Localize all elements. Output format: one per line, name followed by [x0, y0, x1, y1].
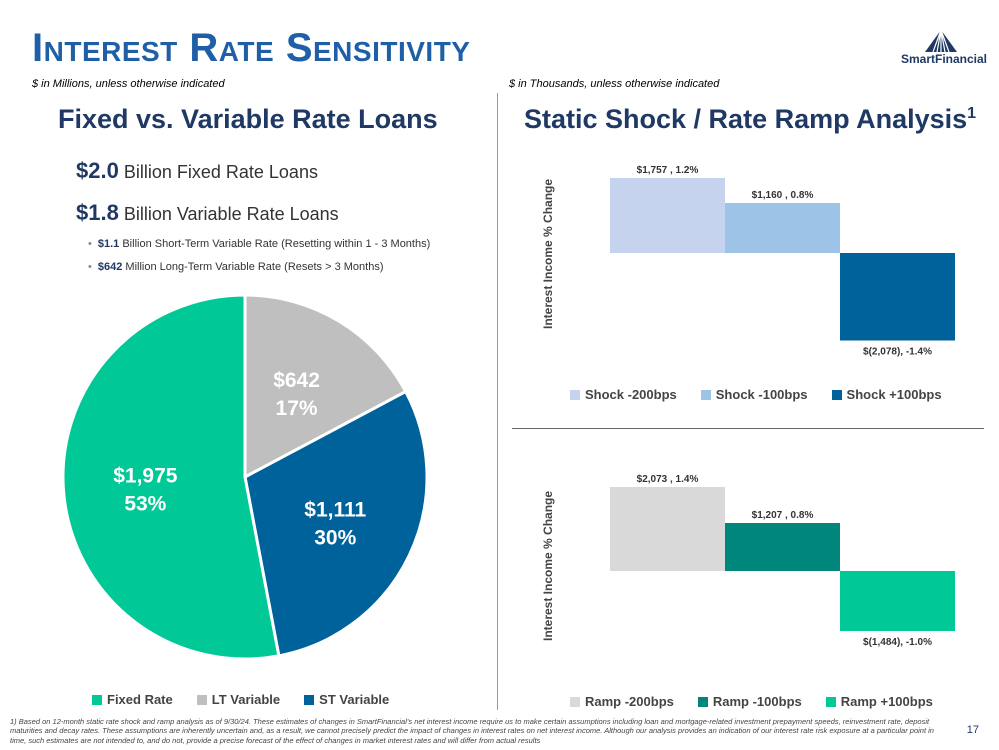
shock-bar-shock-100bps — [840, 253, 955, 341]
fixed-loans-value: $2.0 — [76, 158, 119, 183]
pie-legend-st-variable: ST Variable — [304, 692, 389, 707]
left-heading: Fixed vs. Variable Rate Loans — [58, 104, 438, 134]
pie-slice-fixed-rate — [61, 293, 281, 661]
legend-swatch — [92, 694, 102, 705]
shock-legend: Shock -200bps Shock -100bps Shock +100bps — [570, 387, 942, 402]
variable-loans-value: $1.8 — [76, 200, 119, 225]
legend-swatch — [825, 696, 836, 707]
ramp-legend-ramp-200bps: Ramp -200bps — [570, 694, 674, 709]
pie-legend-lt-variable: LT Variable — [196, 692, 281, 707]
variable-loans-text: Billion Variable Rate Loans — [123, 204, 339, 224]
ramp-y-axis-label: Interest Income % Change — [541, 490, 555, 641]
fixed-loans-text: Billion Fixed Rate Loans — [123, 162, 318, 182]
bullet-icon: • — [88, 261, 92, 273]
shock-data-label: $(2,078), -1.4% — [863, 347, 932, 358]
st-variable-value: $1.1 — [97, 238, 120, 250]
legend-swatch — [570, 389, 580, 400]
ramp-data-label: $(1,484), -1.0% — [863, 637, 932, 648]
lt-variable-value: $642 — [97, 261, 123, 273]
shock-data-label: $1,160 , 0.8% — [752, 190, 814, 201]
left-units-note: $ in Millions, unless otherwise indicate… — [32, 78, 225, 90]
legend-swatch — [196, 694, 207, 705]
right-heading: Static Shock / Rate Ramp Analysis1 — [524, 104, 977, 134]
legend-label: Fixed Rate — [107, 692, 173, 707]
pie-value-label: $1,111 — [304, 498, 366, 521]
page-number: 17 — [966, 724, 979, 736]
ramp-bar-ramp-100bps — [725, 523, 840, 571]
ramp-legend-ramp-100bps: Ramp -100bps — [697, 694, 802, 709]
loan-mix-pie-chart: $642 17% $1,111 30% $1,975 53% — [61, 293, 429, 661]
shock-bar-shock-100bps — [725, 203, 840, 253]
shock-data-label: $1,757 , 1.2% — [637, 165, 699, 176]
st-variable-text: Billion Short-Term Variable Rate (Resett… — [122, 238, 431, 250]
pie-percent-label: 17% — [276, 397, 318, 420]
pie-value-label: $1,975 — [113, 464, 178, 487]
shock-bar-shock-200bps — [610, 178, 725, 253]
ramp-legend: Ramp -200bps Ramp -100bps Ramp +100bps — [570, 694, 933, 709]
ramp-data-label: $1,207 , 0.8% — [752, 510, 814, 521]
lt-variable-text: Million Long-Term Variable Rate (Resets … — [125, 261, 384, 273]
legend-swatch — [304, 694, 315, 705]
shock-bar-chart: $1,757 , 1.2% $1,160 , 0.8% $(2,078), -1.4… — [610, 165, 955, 358]
horizontal-divider — [512, 428, 984, 429]
variable-loans-line: $1.8 Billion Variable Rate Loans — [76, 200, 339, 226]
legend-label: ST Variable — [319, 692, 390, 707]
shock-y-axis-label: Interest Income % Change — [541, 178, 555, 329]
legend-label: Shock -200bps — [585, 387, 677, 402]
legend-swatch — [570, 696, 580, 707]
pie-percent-label: 30% — [314, 526, 356, 549]
shock-legend-shock-100bps: Shock -100bps — [700, 387, 808, 402]
vertical-divider — [497, 93, 498, 710]
fixed-loans-line: $2.0 Billion Fixed Rate Loans — [76, 158, 318, 184]
ramp-bar-ramp-100bps — [840, 571, 955, 631]
pie-value-label: $642 — [273, 369, 320, 392]
legend-swatch — [700, 389, 711, 400]
ramp-data-label: $2,073 , 1.4% — [637, 474, 699, 485]
pie-slice-st-variable — [243, 389, 429, 658]
legend-label: Ramp -200bps — [585, 694, 674, 709]
pie-slice-lt-variable — [243, 293, 408, 480]
right-units-note: $ in Thousands, unless otherwise indicat… — [509, 78, 720, 90]
shock-legend-shock-100bps: Shock +100bps — [831, 387, 942, 402]
page-title: Interest Rate Sensitivity — [32, 26, 471, 70]
smartfinancial-logo — [925, 29, 957, 53]
logo-text: SmartFinancial — [900, 52, 987, 66]
legend-label: LT Variable — [211, 692, 281, 707]
pie-percent-label: 53% — [124, 492, 166, 515]
ramp-bar-ramp-200bps — [610, 487, 725, 571]
legend-label: Ramp +100bps — [840, 694, 933, 709]
pie-legend: Fixed Rate LT Variable ST Variable — [92, 692, 389, 707]
lt-variable-line: • $642 Million Long-Term Variable Rate (R… — [88, 261, 384, 273]
bullet-icon: • — [88, 238, 92, 250]
ramp-legend-ramp-100bps: Ramp +100bps — [825, 694, 933, 709]
legend-label: Shock +100bps — [846, 387, 942, 402]
legend-label: Ramp -100bps — [712, 694, 802, 709]
st-variable-line: • $1.1 Billion Short-Term Variable Rate (… — [88, 238, 430, 250]
shock-legend-shock-200bps: Shock -200bps — [570, 387, 677, 402]
legend-label: Shock -100bps — [715, 387, 808, 402]
footnote-marker: 1 — [967, 105, 977, 122]
footnote: 1) Based on 12-month static rate shock a… — [10, 717, 934, 745]
ramp-bar-chart: $2,073 , 1.4% $1,207 , 0.8% $(1,484), -1.0… — [610, 474, 955, 648]
pie-legend-fixed-rate: Fixed Rate — [92, 692, 173, 707]
legend-swatch — [697, 696, 708, 707]
legend-swatch — [831, 389, 842, 400]
